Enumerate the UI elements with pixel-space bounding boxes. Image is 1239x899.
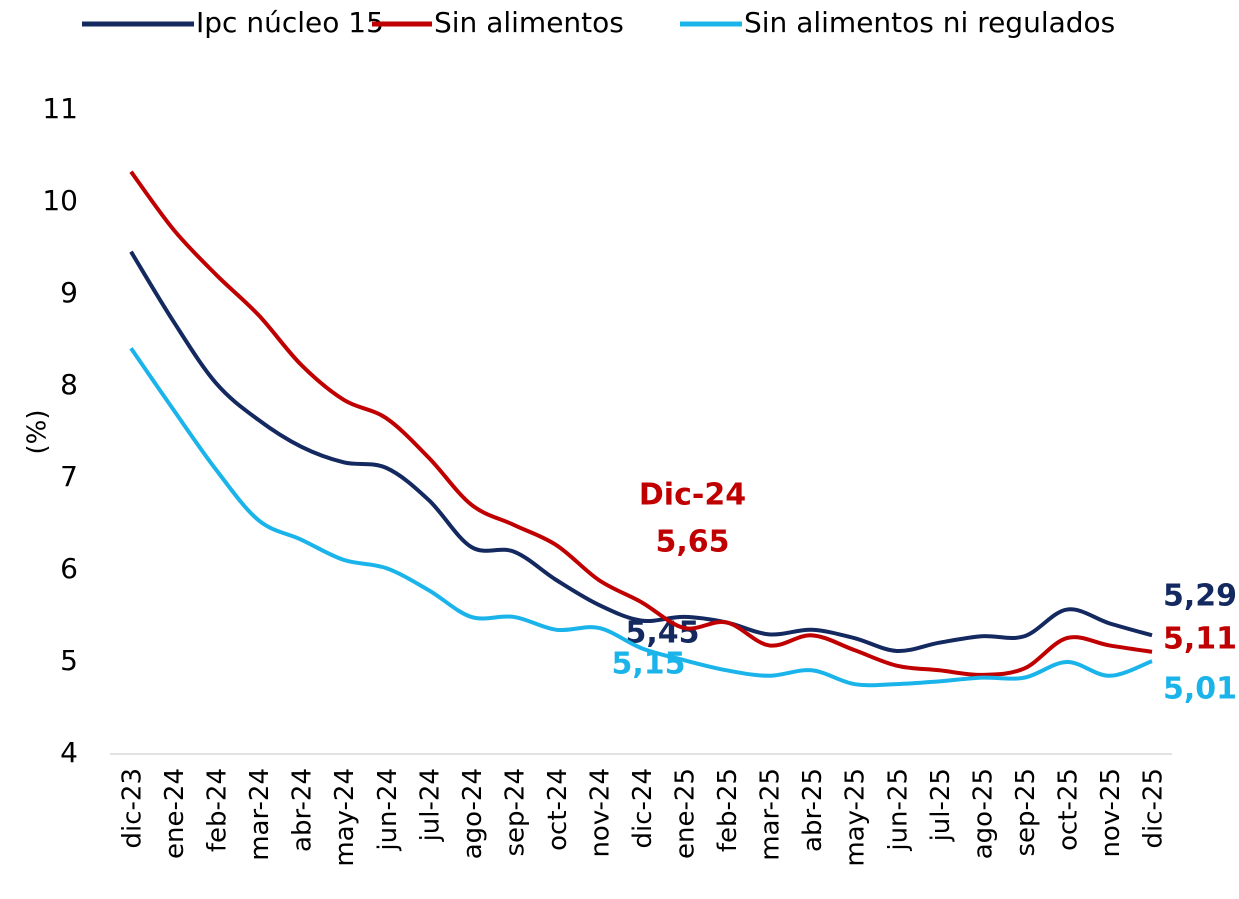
x-tick-label: mar-25 [756, 768, 786, 861]
x-tick-label: nov-25 [1096, 768, 1126, 858]
x-tick-label: abr-25 [798, 768, 828, 852]
x-tick-label: nov-24 [585, 768, 615, 858]
data-label: 5,11 [1163, 622, 1237, 657]
y-tick-label: 5 [60, 644, 78, 677]
x-tick-label: may-25 [841, 768, 871, 867]
y-axis-label: (%) [23, 410, 53, 455]
legend-label: Sin alimentos [434, 6, 624, 39]
y-tick-label: 11 [42, 92, 78, 125]
x-tick-label: dic-25 [1139, 768, 1169, 849]
y-tick-label: 4 [60, 736, 78, 769]
data-label: 5,29 [1163, 579, 1237, 614]
y-tick-label: 10 [42, 184, 78, 217]
x-tick-label: dic-23 [118, 768, 148, 849]
x-tick-label: jun-24 [373, 768, 403, 852]
x-tick-label: mar-24 [245, 768, 275, 861]
annotation: Dic-24 [639, 478, 746, 513]
x-tick-label: feb-25 [713, 768, 743, 852]
x-tick-label: sep-24 [500, 768, 530, 857]
y-tick-label: 7 [60, 460, 78, 493]
legend-label: Ipc núcleo 15 [196, 6, 384, 39]
x-tick-label: may-24 [330, 768, 360, 867]
y-tick-label: 6 [60, 552, 78, 585]
x-tick-label: jul-25 [926, 768, 956, 842]
x-tick-label: abr-24 [288, 768, 318, 852]
x-tick-label: sep-25 [1011, 768, 1041, 857]
y-tick-label: 9 [60, 276, 78, 309]
x-tick-label: jul-24 [415, 768, 445, 842]
legend-label: Sin alimentos ni regulados [744, 6, 1115, 39]
x-tick-label: ene-24 [160, 768, 190, 859]
x-tick-label: jun-25 [883, 768, 913, 852]
data-label: 5,15 [611, 647, 685, 682]
x-tick-label: dic-24 [628, 768, 658, 849]
x-tick-label: oct-25 [1053, 768, 1083, 851]
y-tick-label: 8 [60, 368, 78, 401]
x-tick-label: ago-25 [968, 768, 998, 859]
series-line [129, 250, 1153, 653]
data-label: 5,65 [655, 525, 729, 560]
x-tick-label: oct-24 [543, 768, 573, 851]
series-line [129, 170, 1153, 677]
data-label: 5,01 [1163, 672, 1237, 707]
x-tick-label: ago-24 [458, 768, 488, 859]
series-line [129, 347, 1153, 688]
x-tick-label: ene-25 [671, 768, 701, 859]
x-tick-label: feb-24 [203, 768, 233, 852]
